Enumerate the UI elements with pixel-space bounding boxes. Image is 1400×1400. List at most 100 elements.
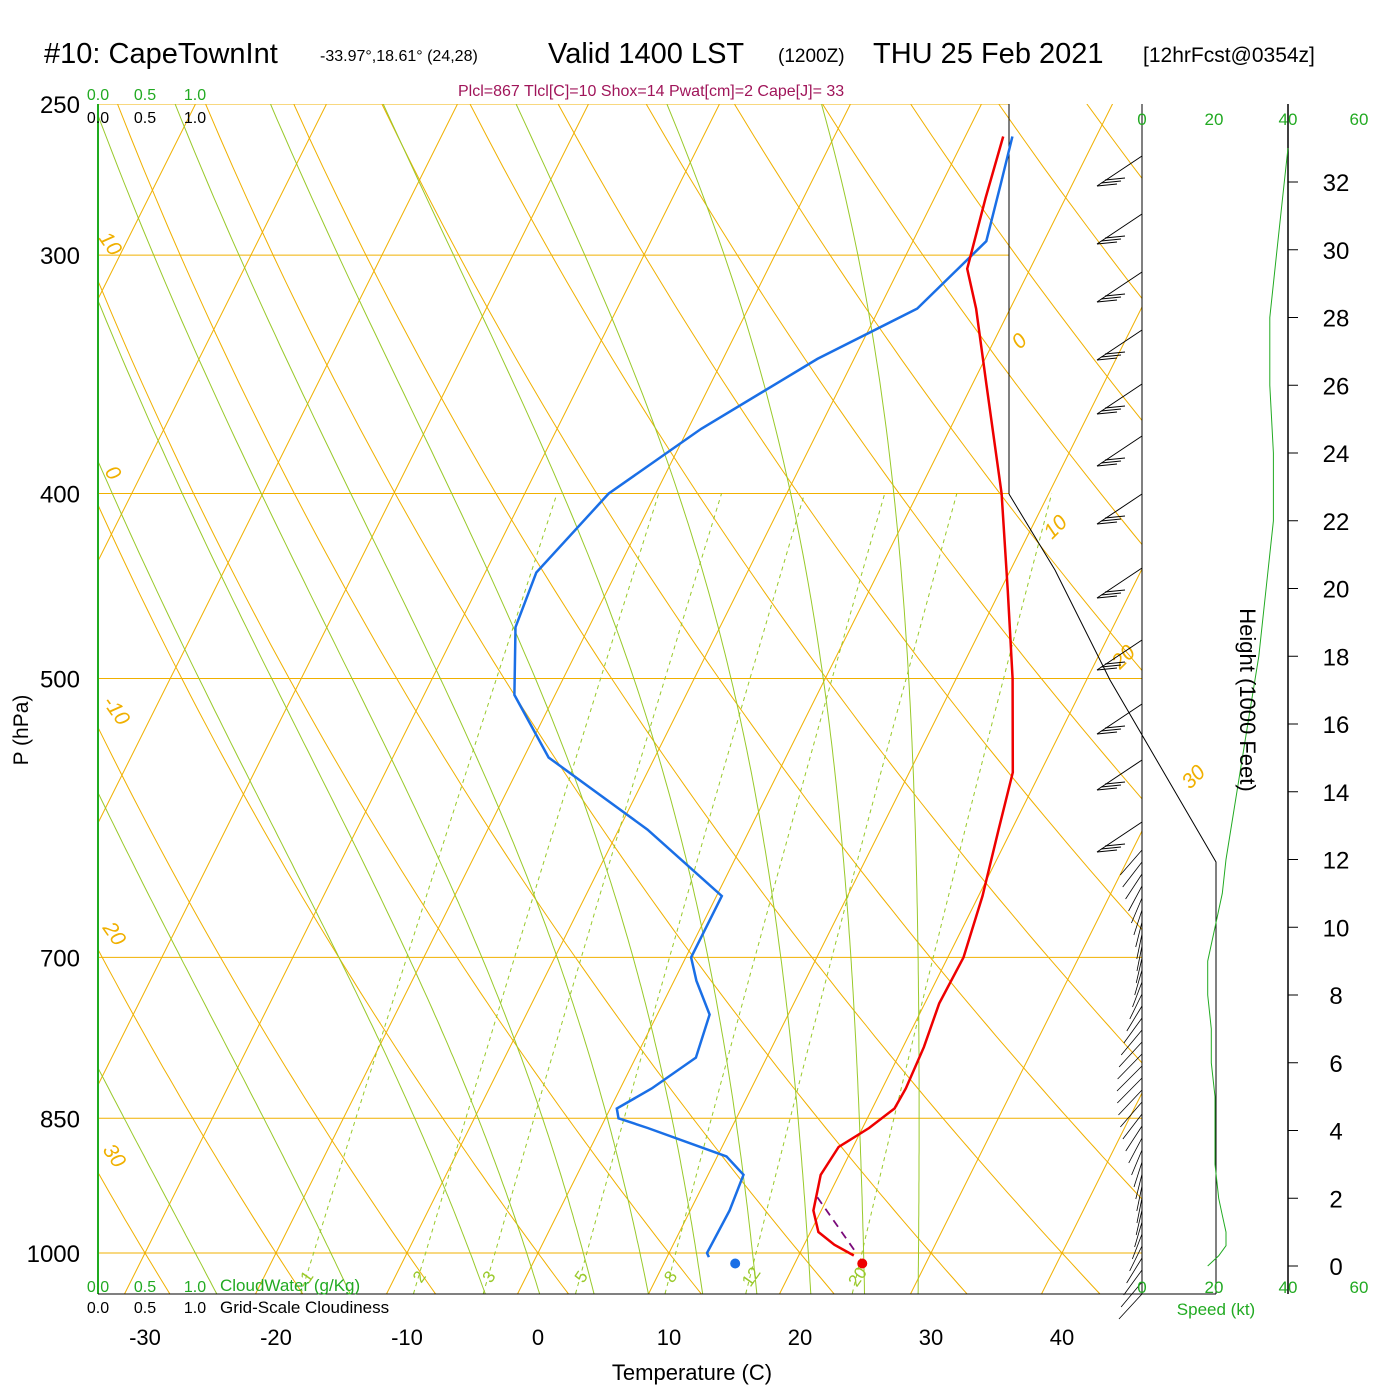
isotherm-line — [516, 104, 1114, 1294]
moist-adiabat-line — [98, 299, 541, 1294]
wind-barb — [1096, 155, 1143, 187]
wind-barb — [1136, 933, 1143, 960]
cloud-water-tick-bottom: 0.0 — [87, 1279, 109, 1296]
wind-barb — [1096, 271, 1143, 303]
dry-adiabat-line — [98, 503, 570, 1294]
wind-speed-tick-label-bottom: 60 — [1350, 1278, 1369, 1297]
dry-adiabat-line — [98, 948, 304, 1294]
mixing-ratio-line — [412, 493, 660, 1294]
mixing-ratio-line — [745, 493, 958, 1294]
pressure-tick-label: 1000 — [27, 1241, 80, 1268]
isotherm-line — [909, 829, 1142, 1294]
cloudiness-tick-top: 1.0 — [184, 110, 206, 127]
x-tick-label: 20 — [788, 1325, 812, 1350]
moist-adiabat-line — [174, 104, 649, 1294]
wind-barb-flag — [1104, 781, 1126, 785]
wind-barb — [1120, 1281, 1143, 1308]
wind-barb — [1120, 1029, 1143, 1056]
wind-barb-flag — [1100, 846, 1122, 850]
wind-barb-flag — [1096, 787, 1118, 791]
parcel-path-line — [816, 1196, 858, 1254]
wind-barb-flag — [1104, 725, 1126, 729]
wind-barb — [1096, 639, 1143, 671]
forecast-info: [12hrFcst@0354z] — [1143, 44, 1315, 67]
wind-barb — [1128, 1137, 1143, 1164]
isotherm-line — [1161, 0, 1400, 1317]
wind-barb-flag — [1104, 589, 1126, 593]
height-tick-label: 22 — [1323, 509, 1350, 536]
isotherm-line — [98, 104, 459, 825]
isotherm-line — [385, 104, 983, 1294]
height-tick-label: 4 — [1329, 1119, 1342, 1146]
wind-barb — [1117, 1077, 1143, 1104]
isotherm-label: 0 — [100, 462, 126, 485]
pressure-tick-label: 400 — [40, 482, 80, 509]
valid-time: Valid 1400 LST — [548, 38, 745, 70]
cloud-water-tick-top: 0.5 — [134, 87, 156, 104]
sounding-stats: Plcl=867 Tlcl[C]=10 Shox=14 Pwat[cm]=2 C… — [458, 83, 845, 100]
wind-barb-flag — [1104, 235, 1126, 239]
height-axis-title: Height (1000 Feet) — [1235, 608, 1260, 791]
dry-adiabat-line — [910, 104, 1142, 422]
wind-barb — [1096, 567, 1143, 599]
wind-barb — [1126, 1005, 1143, 1032]
height-tick-label: 14 — [1323, 780, 1350, 807]
pressure-tick-label: 500 — [40, 667, 80, 694]
wind-barb-flag — [1100, 180, 1122, 184]
wind-barb-flag — [1104, 457, 1126, 461]
height-tick-label: 28 — [1323, 306, 1350, 333]
height-tick-label: 26 — [1323, 373, 1350, 400]
cloudiness-tick-bottom: 1.0 — [184, 1300, 206, 1317]
dry-adiabat-line — [98, 1171, 171, 1294]
wind-barb-flag — [1100, 238, 1122, 242]
isotherm-line — [254, 104, 852, 1294]
wind-barb — [1136, 945, 1143, 972]
height-tick-label: 2 — [1329, 1186, 1342, 1213]
moist-adiabat-line — [98, 459, 486, 1294]
wind-speed-tick-label-top: 20 — [1205, 110, 1224, 129]
wind-barb-flag — [1100, 354, 1122, 358]
isotherm-line — [647, 305, 1142, 1294]
wind-barb-flag — [1096, 241, 1118, 245]
wind-barb-flag — [1096, 595, 1118, 599]
height-tick-label: 32 — [1323, 170, 1350, 197]
wind-barb-flag — [1100, 460, 1122, 464]
mixing-ratio-line — [851, 493, 1053, 1294]
dry-adiabat-line — [1373, 0, 1400, 1332]
wind-barb — [1096, 435, 1143, 467]
dry-adiabat-line — [821, 104, 1142, 546]
wind-barb — [1131, 897, 1143, 924]
title-row: #10: CapeTownInt -33.97°,18.61° (24,28) … — [0, 38, 1400, 78]
mixing-ratio-label: 8 — [660, 1268, 681, 1287]
wind-barb-flag — [1104, 351, 1126, 355]
wind-barb-flag — [1100, 728, 1122, 732]
dewpoint-profile-line — [513, 136, 1014, 1258]
dry-adiabat-line — [381, 104, 1142, 1200]
dry-adiabat-line — [733, 104, 1142, 672]
wind-barb — [1096, 759, 1143, 791]
dry-adiabat-line — [293, 104, 1101, 1294]
wind-barb-flag — [1100, 296, 1122, 300]
wind-barb-flag — [1100, 664, 1122, 668]
moist-adiabat-line — [515, 104, 812, 1294]
wind-barb-flag — [1096, 357, 1118, 361]
cloud-water-tick-bottom: 1.0 — [184, 1279, 206, 1296]
wind-barb — [1096, 213, 1143, 245]
x-tick-label: 0 — [532, 1325, 544, 1350]
wind-panel — [1096, 148, 1289, 1320]
height-tick-label: 20 — [1323, 577, 1350, 604]
height-tick-label: 24 — [1323, 441, 1350, 468]
height-tick-label: 18 — [1323, 644, 1350, 671]
wind-barb-flag — [1096, 731, 1118, 735]
height-scale-envelope — [1008, 493, 1217, 1294]
moist-adiabat-line — [98, 791, 351, 1294]
y-axis-title: P (hPa) — [10, 695, 33, 766]
dry-adiabat-line — [1125, 0, 1400, 1332]
dry-adiabat-line — [645, 104, 1142, 800]
wind-barb — [1118, 1089, 1143, 1116]
wind-barb — [1131, 1149, 1143, 1176]
cloud-water-axis-title: CloudWater (g/Kg) — [220, 1276, 360, 1295]
wind-barb-flag — [1104, 515, 1126, 519]
zulu-time: (1200Z) — [778, 46, 845, 67]
